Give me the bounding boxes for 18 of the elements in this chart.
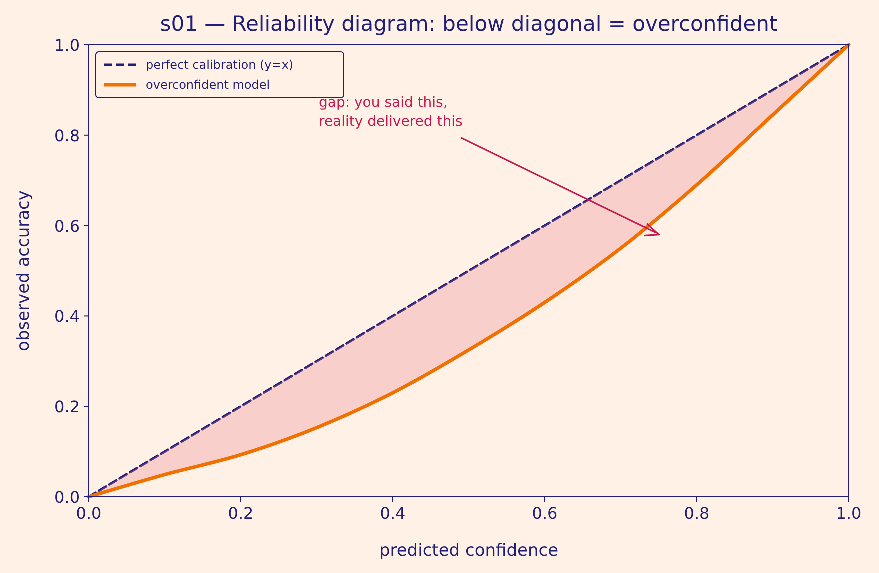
chart-title: s01 — Reliability diagram: below diagonal = overconfident — [160, 12, 778, 36]
x-tick-label: 0.6 — [532, 504, 558, 523]
x-tick-label: 0.2 — [228, 504, 254, 523]
x-axis-title: predicted confidence — [379, 541, 559, 561]
annotation: gap: you said this, reality delivered this — [319, 94, 463, 130]
x-tick-label: 1.0 — [836, 504, 862, 523]
y-tick-label: 0.8 — [54, 126, 80, 146]
y-tick-label: 0.4 — [54, 307, 80, 326]
legend-label: overconfident model — [146, 78, 270, 92]
y-tick-label: 0.6 — [54, 216, 80, 236]
y-tick-label: 0.0 — [54, 488, 80, 507]
x-tick-label: 0.8 — [684, 504, 710, 523]
legend-label: perfect calibration (y=x) — [146, 58, 294, 72]
x-tick-label: 0.0 — [76, 504, 102, 523]
y-tick-label: 1.0 — [54, 36, 80, 55]
y-axis-title: observed accuracy — [14, 190, 34, 352]
y-tick-label: 0.2 — [54, 398, 80, 417]
x-tick-label: 0.4 — [380, 504, 406, 523]
